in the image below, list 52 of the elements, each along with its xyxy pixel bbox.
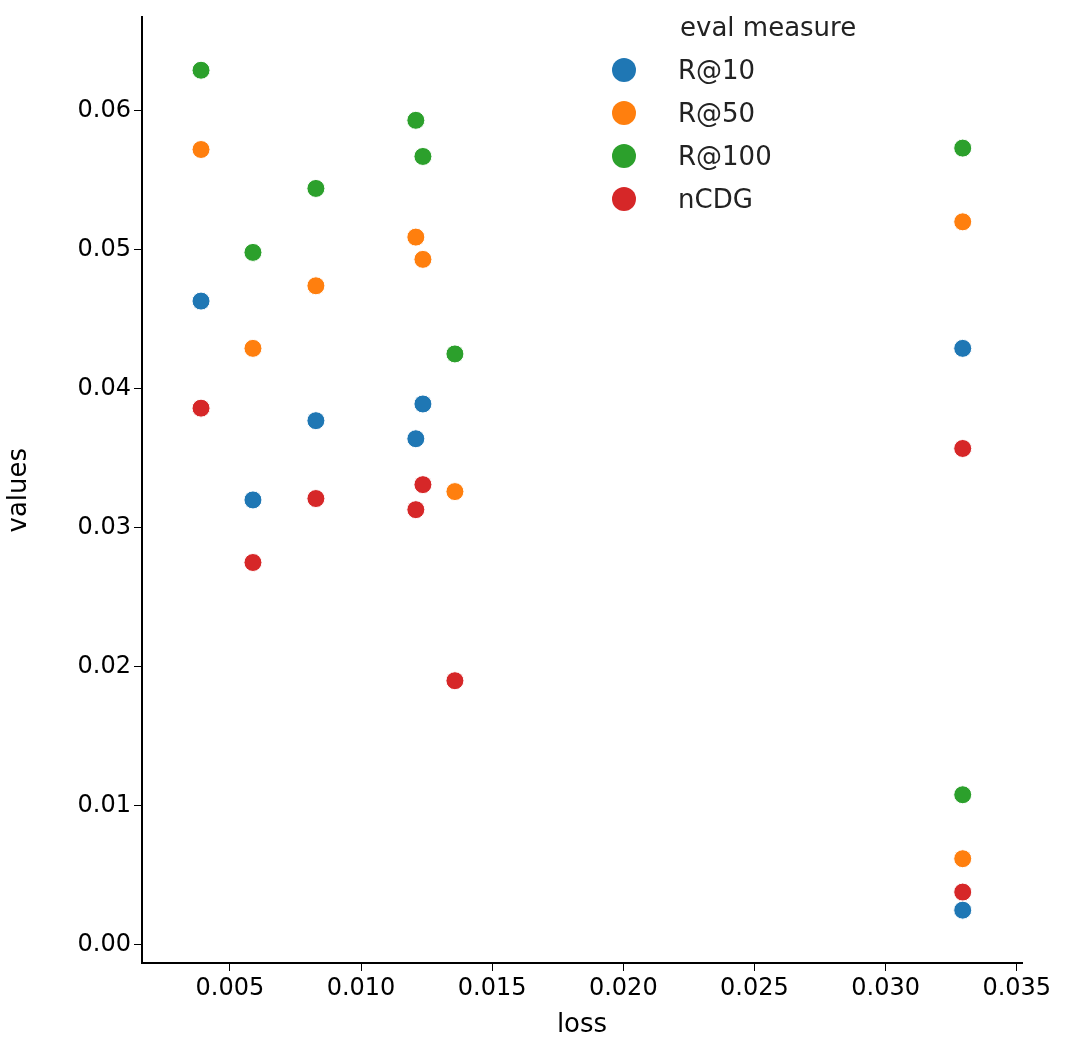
- point: [953, 849, 973, 869]
- point: [953, 438, 973, 458]
- y-tick-label: 0.00: [77, 929, 131, 958]
- legend-label: R@100: [678, 140, 772, 171]
- point: [445, 482, 465, 502]
- point: [191, 140, 211, 160]
- x-tick-label: 0.005: [195, 972, 265, 1001]
- x-tick-label: 0.010: [326, 972, 396, 1001]
- point: [413, 249, 433, 269]
- point: [953, 785, 973, 805]
- point: [445, 671, 465, 691]
- point: [406, 110, 426, 130]
- point: [445, 344, 465, 364]
- point: [413, 146, 433, 166]
- point: [191, 398, 211, 418]
- point: [243, 490, 263, 510]
- x-axis-title: loss: [556, 1008, 608, 1039]
- point: [306, 411, 326, 431]
- y-tick-label: 0.05: [77, 233, 131, 262]
- point: [953, 338, 973, 358]
- y-tick-label: 0.04: [77, 372, 131, 401]
- point: [243, 338, 263, 358]
- point: [953, 212, 973, 232]
- point: [191, 291, 211, 311]
- point: [413, 475, 433, 495]
- point: [406, 500, 426, 520]
- point: [953, 882, 973, 902]
- point: [406, 429, 426, 449]
- x-tick-label: 0.025: [720, 972, 789, 1001]
- point: [191, 60, 211, 80]
- point: [306, 178, 326, 198]
- point: [413, 394, 433, 414]
- point: [243, 242, 263, 262]
- legend-title: eval measure: [680, 12, 857, 42]
- point: [243, 553, 263, 573]
- point: [406, 227, 426, 247]
- x-tick-label: 0.020: [588, 972, 658, 1001]
- y-axis-title: values: [2, 447, 33, 533]
- x-tick-label: 0.035: [982, 972, 1052, 1001]
- x-tick-label: 0.030: [851, 972, 920, 1001]
- point: [953, 900, 973, 920]
- x-tick-label: 0.015: [457, 972, 527, 1001]
- y-tick-label: 0.02: [77, 651, 131, 680]
- y-tick-label: 0.01: [77, 790, 131, 819]
- point: [953, 138, 973, 158]
- point: [306, 276, 326, 296]
- point: [306, 489, 326, 509]
- legend-label: R@10: [678, 54, 756, 85]
- y-tick-label: 0.03: [77, 511, 131, 540]
- y-tick-label: 0.06: [77, 94, 131, 123]
- legend-label: nCDG: [678, 183, 753, 214]
- legend-label: R@50: [678, 97, 756, 128]
